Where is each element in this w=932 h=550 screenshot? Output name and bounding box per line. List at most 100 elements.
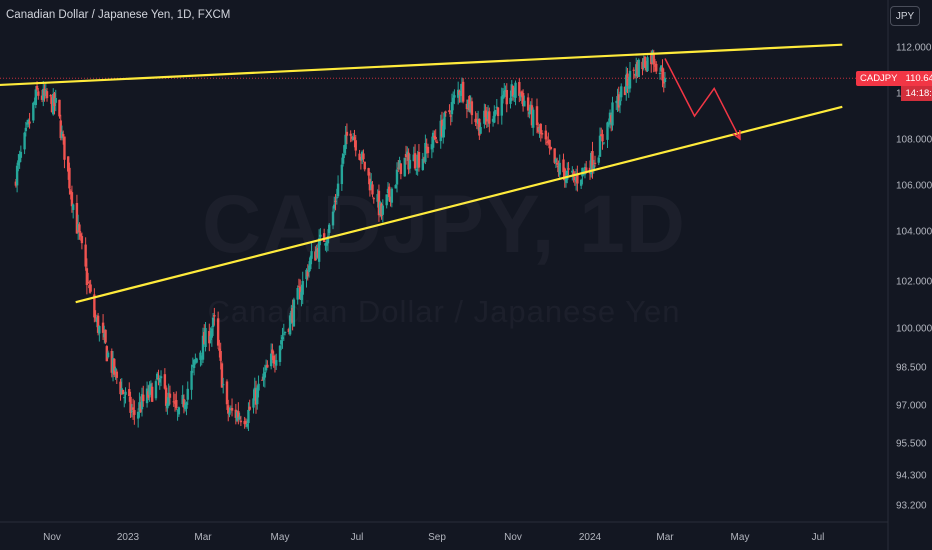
candle <box>211 312 215 336</box>
candle <box>478 118 481 140</box>
candle <box>511 85 515 101</box>
candle <box>139 396 142 413</box>
candle <box>509 90 512 109</box>
candle <box>628 62 632 93</box>
candle <box>394 184 397 189</box>
candle <box>27 118 30 128</box>
candle <box>282 323 285 341</box>
candle <box>219 342 222 370</box>
candle <box>444 110 447 117</box>
candle <box>592 159 595 174</box>
candle <box>494 109 497 117</box>
candle <box>278 345 282 366</box>
candle <box>641 58 644 76</box>
candle <box>190 364 193 400</box>
candle <box>89 279 92 294</box>
candle <box>288 312 292 336</box>
candle <box>633 73 637 79</box>
candle <box>358 149 361 161</box>
candle <box>42 80 45 107</box>
candle <box>115 369 118 384</box>
candle <box>209 327 212 344</box>
candle <box>59 114 62 141</box>
candle <box>435 139 439 144</box>
candle <box>646 55 649 73</box>
candle <box>642 55 645 71</box>
candle <box>298 279 302 301</box>
candle <box>593 155 597 168</box>
candle <box>474 111 477 127</box>
candle <box>163 368 167 390</box>
candle <box>426 143 430 158</box>
candle <box>334 194 337 211</box>
candle <box>177 406 181 418</box>
candle <box>280 334 283 351</box>
candle <box>627 76 630 98</box>
candle <box>54 89 57 112</box>
candle <box>273 354 277 373</box>
candle <box>353 129 356 148</box>
candle <box>369 173 373 191</box>
time-axis[interactable]: Nov 2023 Mar May Jul Sep Nov 2024 Mar May Jul <box>43 532 824 543</box>
candle <box>449 111 452 126</box>
candle <box>25 119 29 128</box>
candle <box>371 181 374 198</box>
candle <box>237 402 240 425</box>
candle <box>203 324 206 345</box>
candle <box>486 105 490 127</box>
candle <box>459 83 462 103</box>
candle <box>328 223 331 236</box>
candle <box>537 122 540 134</box>
candle <box>571 166 574 181</box>
candle <box>460 77 464 103</box>
candle <box>645 61 648 73</box>
candle <box>220 361 224 388</box>
projection-path[interactable] <box>664 58 741 140</box>
candle <box>66 156 70 180</box>
candle <box>106 350 110 359</box>
candle <box>208 323 211 352</box>
candle <box>451 91 455 111</box>
candle <box>150 382 154 403</box>
candle <box>566 162 569 184</box>
candle <box>124 387 127 404</box>
candle <box>133 400 136 425</box>
candle <box>158 375 161 390</box>
candle <box>213 307 216 326</box>
candle <box>228 407 231 418</box>
price-tick-label: 102.000 <box>896 277 932 288</box>
time-tick-label: Sep <box>428 532 446 543</box>
candle <box>526 93 530 118</box>
candle <box>501 88 505 104</box>
candle <box>531 107 535 136</box>
candle <box>156 371 159 381</box>
candle <box>553 148 556 165</box>
candle <box>439 114 442 149</box>
candle <box>95 314 99 328</box>
candle <box>235 410 239 423</box>
price-label-price: 110.644 <box>905 73 932 84</box>
candle <box>147 385 150 401</box>
candle <box>443 111 446 138</box>
candle <box>105 345 109 362</box>
candle <box>362 149 365 163</box>
candle <box>456 81 460 105</box>
candle <box>296 285 299 305</box>
candle <box>52 88 55 116</box>
candle <box>309 255 312 271</box>
candle <box>368 172 372 197</box>
resistance-trendline[interactable] <box>0 43 843 87</box>
candle <box>579 178 583 190</box>
candle <box>49 94 52 104</box>
currency-badge[interactable]: JPY <box>890 6 920 26</box>
candle <box>415 168 418 175</box>
candle <box>37 87 40 100</box>
candle <box>448 104 451 115</box>
candle <box>626 68 629 94</box>
candle <box>324 242 327 251</box>
candle <box>636 60 639 79</box>
candle <box>145 381 149 408</box>
support-trendline[interactable] <box>75 105 843 304</box>
price-axis[interactable]: 112.000110.000108.000106.000104.000102.0… <box>896 43 932 512</box>
